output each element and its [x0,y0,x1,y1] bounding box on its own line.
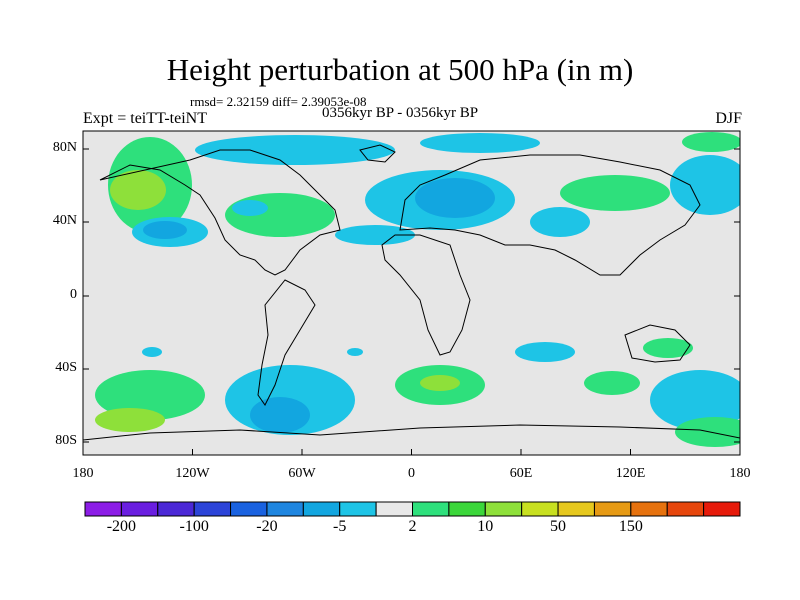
period-label: 0356kyr BP - 0356kyr BP [322,105,479,121]
lat-tick-label: 80N [52,140,77,155]
colorbar-label: 50 [550,518,567,535]
colorbar-swatch [412,501,450,517]
lon-tick-label: 60W [288,466,316,481]
colorbar-swatch [302,501,341,517]
map-title: Height perturbation at 500 hPa (in m) [166,52,634,87]
colorbar-swatch [375,501,414,517]
small-negative-anomaly [142,347,162,357]
negative-anomaly-mediterranean [335,225,415,245]
colorbar-swatch [193,501,232,517]
negative-anomaly-arctic-east [420,133,540,153]
positive-anomaly-south-pacific [95,370,205,420]
eurasia-coast [399,154,701,276]
colorbar-swatch [339,501,377,517]
antarctica-coast [83,424,740,441]
colorbar-label: -100 [179,518,209,535]
colorbar-label: 10 [477,518,494,535]
colorbar-label: 2 [408,518,417,535]
negative-anomaly-core-south-america [250,397,310,433]
lat-tick-label: 0 [70,287,77,302]
coastlines [83,144,740,441]
colorbar-label: -200 [106,518,137,535]
positive-anomaly-australia [643,338,693,358]
colorbar-swatch [448,501,486,517]
australia-coast [624,324,691,363]
negative-anomaly-north-pacific [670,155,740,215]
north-america-coast [99,149,341,276]
lat-tick-label: 40N [52,213,77,228]
lat-tick-label: 80S [55,433,77,448]
experiment-label: Expt = teiTT-teiNT [83,110,207,127]
strong-positive-anomaly-south-pacific [95,408,165,432]
negative-anomaly-asia [530,207,590,237]
lat-tick-label: 40S [55,360,77,375]
positive-anomaly-antarctic [675,417,740,447]
colorbar-swatch [84,501,122,517]
negative-anomaly-core-pacific [143,221,187,239]
positive-anomaly-north-pacific [682,132,740,152]
lon-tick-label: 120W [175,466,210,481]
lon-tick-label: 60E [509,466,533,481]
colorbar-swatch [703,501,741,517]
colorbar-swatch [593,501,632,517]
colorbar-swatch [266,501,304,517]
colorbar-swatch [230,501,268,517]
map-field [83,131,740,455]
africa-coast [381,234,471,356]
season-label: DJF [715,110,742,127]
colorbar-swatch [666,501,705,517]
colorbar-swatch [630,501,668,517]
stats-label: rmsd= 2.32159 diff= 2.39053e-08 [190,94,367,109]
positive-anomaly-asia [560,175,670,211]
colorbar [84,501,741,517]
lon-tick-label: 120E [615,466,646,481]
colorbar-swatch [521,501,559,517]
small-negative-anomaly-2 [347,348,363,356]
south-america-coast [257,279,316,406]
lon-tick-label: 180 [729,466,751,481]
colorbar-swatch [484,501,523,517]
lon-tick-label: 0 [408,466,415,481]
positive-anomaly-indian-ocean [584,371,640,395]
colorbar-swatch [557,501,595,517]
negative-anomaly-america [232,200,268,216]
lat-tick-marks [83,148,740,443]
negative-anomaly-core-europe [415,178,495,218]
colorbar-label: -20 [256,518,278,535]
colorbar-swatch [120,501,159,517]
colorbar-label: -5 [333,518,347,535]
negative-anomaly-southern-ocean [650,370,740,430]
negative-anomaly-arctic [195,135,395,165]
lon-tick-marks [82,449,741,455]
greenland-coast [359,144,396,163]
negative-anomaly-indian-ocean [515,342,575,362]
strong-positive-anomaly-south-atlantic [420,375,460,391]
lon-tick-label: 180 [72,466,94,481]
colorbar-label: 150 [618,518,643,535]
colorbar-swatch [157,501,195,517]
strong-positive-anomaly-pacific [110,170,166,210]
